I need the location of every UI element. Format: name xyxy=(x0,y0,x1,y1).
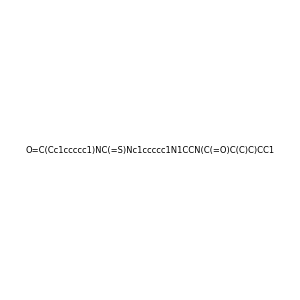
Text: O=C(Cc1ccccc1)NC(=S)Nc1ccccc1N1CCN(C(=O)C(C)C)CC1: O=C(Cc1ccccc1)NC(=S)Nc1ccccc1N1CCN(C(=O)… xyxy=(26,146,275,154)
